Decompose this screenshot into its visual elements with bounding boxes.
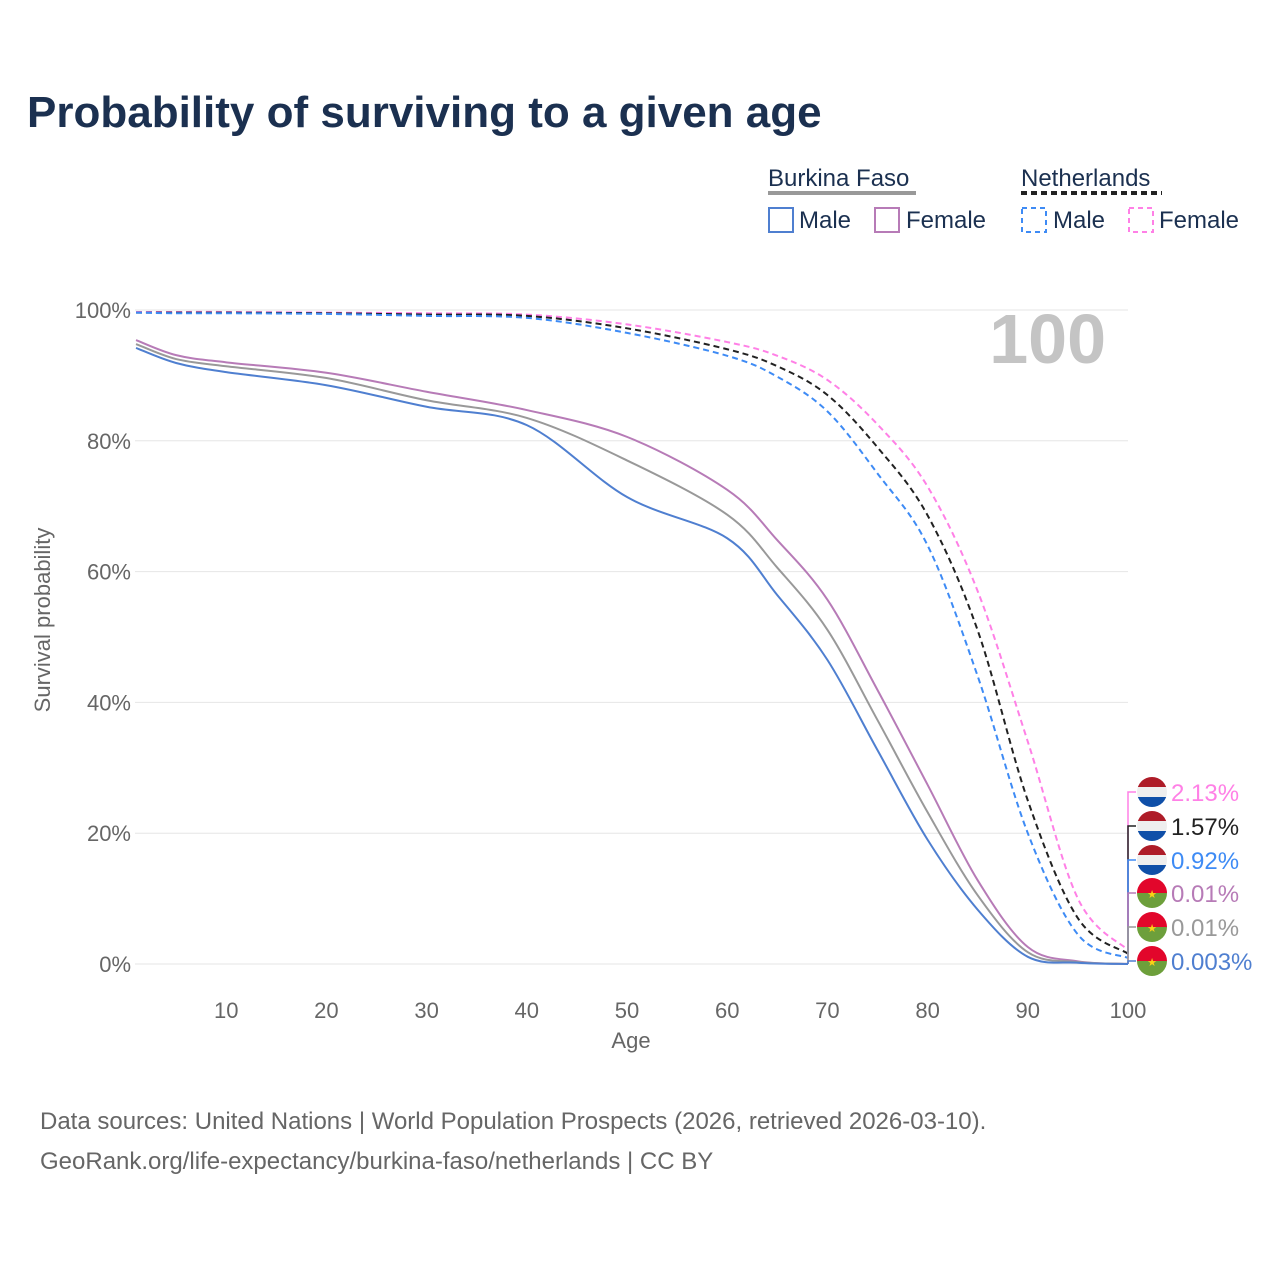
series-line-netherlands-female: [136, 310, 1129, 951]
legend-group-netherlands[interactable]: Netherlands: [1021, 165, 1150, 192]
end-value-label: 0.01%: [1171, 915, 1239, 942]
plot-area: 0% 20% 40% 60% 80% 100% 10 20 30 40 50 60 70 80 90 100 A…: [30, 298, 1252, 1053]
svg-text:★: ★: [1147, 889, 1157, 901]
source-line-1: Data sources: United Nations | World Pop…: [40, 1108, 987, 1135]
legend-nl-male[interactable]: Male: [1053, 207, 1105, 234]
legend-bf-female[interactable]: Female: [906, 207, 986, 234]
legend: Burkina Faso Male Female Netherlands Mal…: [768, 165, 1239, 234]
burkina-faso-flag-icon: ★: [1137, 912, 1167, 942]
end-label-connector: [1127, 892, 1136, 964]
series-line-burkina-faso-female: [135, 339, 1129, 965]
series-line-netherlands-male: [136, 311, 1129, 959]
legend-swatch-bf-male: [768, 207, 794, 233]
netherlands-flag-icon: [1137, 845, 1167, 875]
end-value-label: 2.13%: [1171, 780, 1239, 807]
svg-text:★: ★: [1147, 957, 1157, 969]
end-label-connector: [1127, 960, 1136, 964]
x-tick-label: 100: [1110, 998, 1147, 1023]
end-value-label: 0.92%: [1171, 848, 1239, 875]
x-tick-label: 70: [815, 998, 839, 1023]
y-tick-label: 20%: [87, 821, 131, 846]
end-value-label: 0.01%: [1171, 881, 1239, 908]
x-tick-label: 80: [915, 998, 939, 1023]
netherlands-flag-icon: [1137, 811, 1167, 841]
end-label-connector: [1127, 859, 1136, 958]
legend-bf-male[interactable]: Male: [799, 207, 851, 234]
y-tick-label: 40%: [87, 690, 131, 715]
legend-nl-female[interactable]: Female: [1159, 207, 1239, 234]
end-label-connector: [1127, 926, 1136, 964]
series-line-netherlands-total: [136, 311, 1129, 955]
x-tick-label: 40: [515, 998, 539, 1023]
legend-swatch-nl-male: [1021, 207, 1047, 233]
source-line-2[interactable]: GeoRank.org/life-expectancy/burkina-faso…: [40, 1148, 714, 1175]
series-line-burkina-faso-male: [135, 346, 1129, 965]
y-tick-label: 80%: [87, 429, 131, 454]
chart-title: Probability of surviving to a given age: [27, 88, 822, 137]
svg-text:★: ★: [1147, 923, 1157, 935]
end-value-label: 1.57%: [1171, 814, 1239, 841]
y-tick-label: 0%: [99, 952, 131, 977]
year-badge: 100: [989, 300, 1106, 378]
y-axis-label: Survival probability: [30, 528, 55, 713]
x-tick-label: 30: [414, 998, 438, 1023]
x-tick-label: 50: [615, 998, 639, 1023]
x-tick-label: 60: [715, 998, 739, 1023]
end-value-label: 0.003%: [1171, 949, 1252, 976]
legend-swatch-bf-female: [874, 207, 900, 233]
burkina-faso-flag-icon: ★: [1137, 946, 1167, 976]
y-tick-label: 60%: [87, 560, 131, 585]
legend-group-burkina-faso[interactable]: Burkina Faso: [768, 165, 909, 192]
netherlands-flag-icon: [1137, 777, 1167, 807]
x-tick-label: 20: [314, 998, 338, 1023]
x-tick-label: 90: [1016, 998, 1040, 1023]
x-tick-label: 10: [214, 998, 238, 1023]
end-label-connector: [1127, 825, 1136, 954]
burkina-faso-flag-icon: ★: [1137, 878, 1167, 908]
x-axis-label: Age: [611, 1028, 650, 1053]
legend-swatch-nl-female: [1128, 207, 1154, 233]
series-line-burkina-faso-total: [135, 343, 1129, 965]
y-tick-label: 100%: [75, 298, 131, 323]
